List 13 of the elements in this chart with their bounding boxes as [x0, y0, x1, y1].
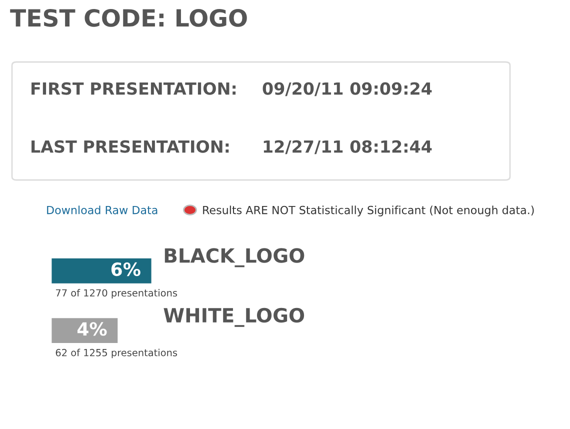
annotation: 77 of 1270 presentations	[56, 289, 178, 298]
text: Results ARE NOT Statistically Significant (Not enough data.)	[203, 206, 534, 216]
text: 62 of 1255 presentations	[56, 348, 178, 358]
data-label: 6%	[111, 262, 140, 276]
text: FIRST PRESENTATION:	[32, 82, 236, 95]
text: 09/20/11 09:09:24	[262, 82, 432, 96]
y-tick-label: BLACK_LOGO	[164, 248, 304, 268]
text: 12/27/11 08:12:44	[264, 140, 432, 154]
chart-title: TEST CODE: LOGO	[10, 8, 247, 27]
data-label: 4%	[77, 322, 107, 336]
text: Download Raw Data	[47, 206, 158, 214]
text: LAST PRESENTATION:	[32, 140, 229, 153]
y-tick-label: WHITE_LOGO	[164, 308, 304, 327]
